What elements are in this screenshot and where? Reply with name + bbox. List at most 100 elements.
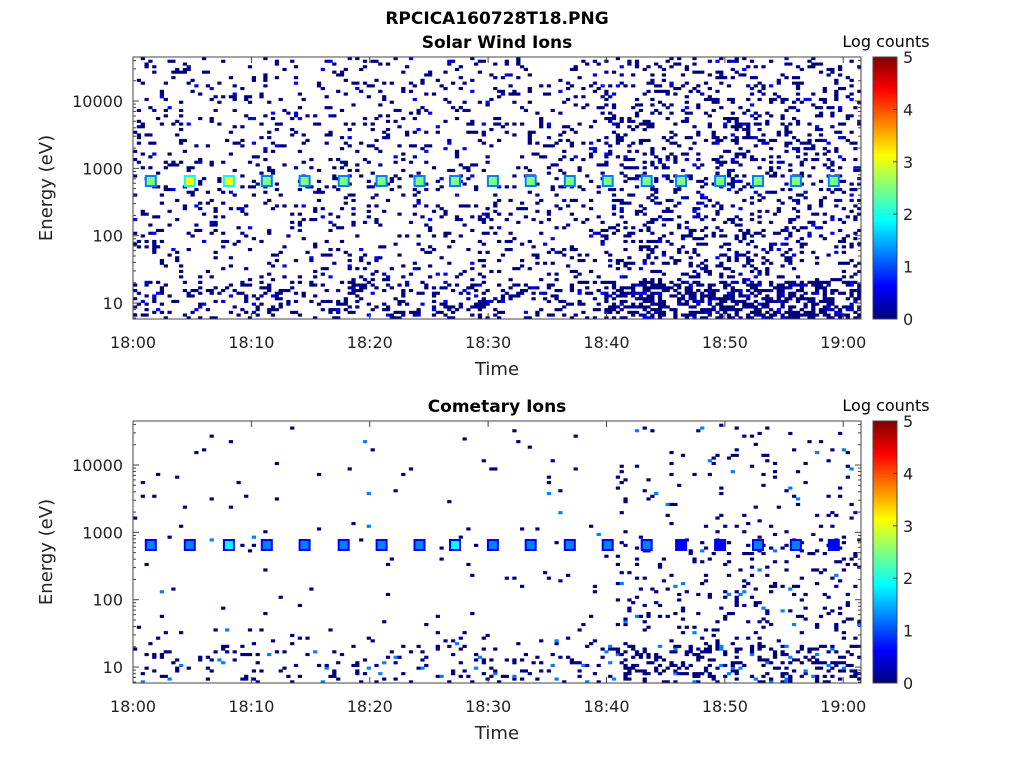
heatmap-cell <box>696 264 701 268</box>
heatmap-cell <box>539 231 544 235</box>
heatmap-cell <box>753 231 758 235</box>
heatmap-cell <box>175 475 180 479</box>
heatmap-cell <box>680 313 686 317</box>
heatmap-cell <box>309 256 314 260</box>
heatmap-cell <box>527 87 532 91</box>
heatmap-cell <box>730 125 735 129</box>
heatmap-cell <box>746 231 751 235</box>
heatmap-cell <box>841 666 847 670</box>
heatmap-cell <box>493 122 498 126</box>
heatmap-cell <box>807 147 812 151</box>
heatmap-cell <box>336 308 341 312</box>
heatmap-cell <box>841 220 847 224</box>
heatmap-cell <box>730 111 735 115</box>
heatmap-cell <box>788 141 793 145</box>
heatmap-cell <box>788 218 793 222</box>
heatmap-cell <box>665 117 670 121</box>
heatmap-cell <box>665 166 670 170</box>
heatmap-cell <box>309 283 314 287</box>
heatmap-cell <box>267 198 272 203</box>
heatmap-cell <box>470 267 475 271</box>
heatmap-cell <box>443 234 448 238</box>
heatmap-cell <box>688 549 693 553</box>
y-axis-label: Energy (eV) <box>36 135 57 241</box>
heatmap-cell <box>688 136 693 140</box>
heatmap-cell <box>765 209 770 213</box>
heatmap-cell <box>585 103 590 107</box>
heatmap-cell <box>776 81 781 85</box>
heatmap-cell <box>159 92 165 96</box>
heatmap-cell <box>631 283 636 287</box>
heatmap-cell <box>654 590 659 594</box>
heatmap-cell <box>841 557 847 561</box>
heatmap-cell <box>451 672 456 676</box>
heatmap-cell <box>765 122 770 126</box>
heatmap-cell <box>749 653 755 657</box>
heatmap-cell <box>416 201 421 205</box>
heatmap-cell <box>845 280 850 284</box>
heatmap-cell <box>385 182 391 186</box>
heatmap-cell <box>730 177 735 181</box>
heatmap-cell <box>726 149 732 153</box>
heatmap-cell <box>834 92 839 96</box>
heatmap-cell <box>784 237 789 241</box>
heatmap-cell <box>439 177 444 181</box>
heatmap-cell <box>753 144 758 148</box>
heatmap-cell <box>845 617 850 621</box>
heatmap-cell <box>631 158 636 162</box>
heatmap-cell <box>566 81 571 85</box>
heatmap-cell <box>646 196 651 200</box>
heatmap-cell <box>623 84 628 88</box>
colorbar-label: Log counts <box>842 32 929 51</box>
heatmap-cell <box>385 278 391 282</box>
heatmap-cell <box>726 560 732 564</box>
heatmap-cell <box>351 283 356 287</box>
heatmap-cell <box>412 117 417 121</box>
heatmap-cell <box>657 89 663 93</box>
heatmap-cell <box>849 617 854 621</box>
heatmap-cell <box>646 248 651 252</box>
heatmap-cell <box>822 305 827 309</box>
heatmap-cell <box>703 669 709 673</box>
heatmap-cell <box>719 308 724 312</box>
heatmap-cell <box>194 144 199 148</box>
heatmap-cell <box>757 289 762 293</box>
heatmap-cell <box>761 141 766 145</box>
heatmap-cell <box>784 677 789 681</box>
heatmap-cell <box>627 291 632 295</box>
heatmap-cell <box>707 674 712 678</box>
heatmap-cell <box>558 138 563 143</box>
heatmap-cell <box>531 297 536 301</box>
heatmap-cell <box>707 650 712 654</box>
heatmap-cell <box>244 204 249 208</box>
heatmap-cell <box>389 267 394 271</box>
heatmap-cell <box>393 119 398 123</box>
heatmap-cell <box>217 122 222 126</box>
heatmap-cell <box>221 299 226 304</box>
heatmap-cell <box>715 642 720 646</box>
heatmap-cell <box>654 302 659 306</box>
heatmap-cell <box>221 95 226 99</box>
heatmap-cell <box>508 73 513 77</box>
heatmap-cell <box>320 272 325 276</box>
heatmap-cell <box>726 248 732 252</box>
heatmap-cell <box>232 92 237 96</box>
heatmap-cell <box>688 231 693 235</box>
heatmap-cell <box>336 316 341 320</box>
heatmap-cell <box>466 308 471 312</box>
heatmap-cell <box>838 108 843 113</box>
heatmap-cell <box>539 639 544 643</box>
heatmap-cell <box>742 603 747 608</box>
heatmap-cell <box>792 294 797 298</box>
heatmap-cell <box>615 289 621 293</box>
heatmap-cell <box>493 201 498 205</box>
heatmap-cell <box>822 237 827 241</box>
heatmap-cell <box>765 269 770 274</box>
heatmap-cell <box>213 95 218 99</box>
heatmap-cell <box>293 111 299 115</box>
heatmap-cell <box>443 70 448 74</box>
heatmap-cell <box>749 565 755 569</box>
heatmap-cell <box>416 111 421 115</box>
heatmap-cell <box>734 524 739 528</box>
